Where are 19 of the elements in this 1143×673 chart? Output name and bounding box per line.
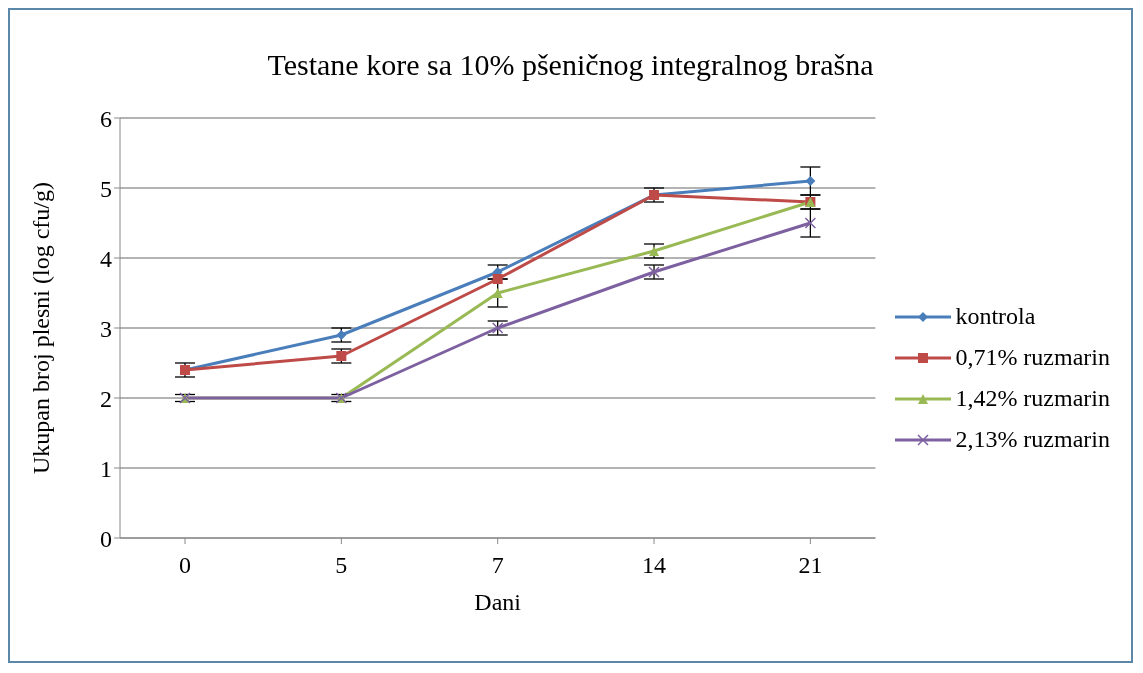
- x-tick-label: 21: [798, 552, 823, 579]
- legend-label: kontrola: [955, 303, 1036, 330]
- x-axis-title: Dani: [474, 589, 522, 615]
- x-tick-label: 5: [335, 552, 348, 579]
- y-tick-label: 5: [100, 175, 112, 202]
- y-axis-title: Ukupan broj plesni (log cfu/g): [27, 182, 54, 474]
- x-tick-label: 7: [491, 552, 504, 579]
- y-tick-label: 6: [100, 105, 112, 132]
- y-tick-label: 1: [100, 455, 112, 482]
- y-tick-label: 0: [100, 525, 112, 552]
- y-tick-label: 4: [100, 245, 112, 272]
- legend-label: 0,71% ruzmarin: [955, 344, 1110, 371]
- x-tick-label: 14: [642, 552, 667, 579]
- legend-label: 1,42% ruzmarin: [955, 385, 1110, 412]
- chart-title: Testane kore sa 10% pšeničnog integralnog brašna: [266, 48, 875, 83]
- y-tick-label: 2: [100, 385, 112, 412]
- y-tick-label: 3: [100, 315, 112, 342]
- x-tick-label: 0: [179, 552, 191, 579]
- legend-label: 2,13% ruzmarin: [955, 426, 1110, 453]
